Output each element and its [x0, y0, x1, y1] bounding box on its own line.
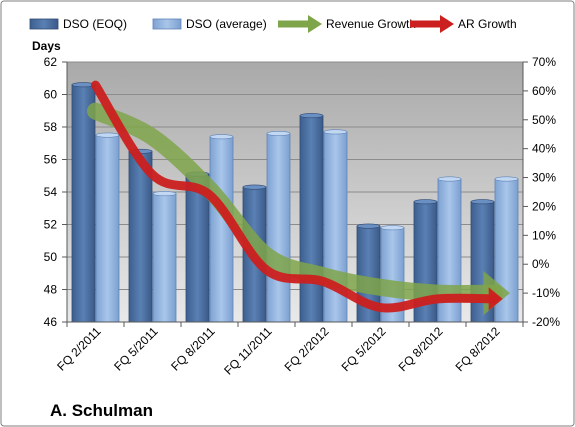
- y2-tick-label: -10%: [532, 286, 560, 300]
- bar-top: [209, 134, 234, 140]
- y-tick-label: 50: [44, 250, 58, 264]
- lines: [87, 80, 510, 316]
- bar-dso-average: [209, 136, 234, 323]
- y-tick-label: 54: [44, 185, 58, 199]
- line-ar-growth: [91, 80, 499, 313]
- bar-top: [494, 176, 519, 182]
- bar-top: [152, 191, 177, 197]
- y-tick-label: 58: [44, 120, 58, 134]
- y-tick-label: 48: [44, 283, 58, 297]
- bar-top: [266, 131, 291, 137]
- y2-tick-label: 40%: [532, 142, 556, 156]
- bar-dso-eoq: [299, 115, 324, 323]
- y-tick-label: 46: [44, 315, 58, 329]
- bar-top: [380, 225, 405, 231]
- y-tick-label: 52: [44, 218, 58, 232]
- y2-tick-label: 60%: [532, 84, 556, 98]
- y2-tick-label: 10%: [532, 228, 556, 242]
- bar-top: [323, 129, 348, 135]
- bar-top: [299, 113, 324, 119]
- bar-top: [95, 132, 120, 138]
- y2-tick-label: 20%: [532, 199, 556, 213]
- bar-dso-average: [266, 133, 291, 323]
- arrowhead-ar-growth: [488, 287, 503, 311]
- y2-tick-label: 50%: [532, 113, 556, 127]
- legend-arrow-icon: [440, 15, 454, 33]
- bar-top: [242, 184, 267, 190]
- bar-dso-eoq: [71, 84, 96, 323]
- bar-top: [470, 199, 495, 205]
- legend: DSO (EOQ) DSO (average) Revenue Growth AR G…: [29, 15, 517, 33]
- y2-tick-label: 30%: [532, 171, 556, 185]
- legend-label: AR Growth: [458, 17, 517, 31]
- legend-swatch-dso-average-: [152, 18, 182, 30]
- y-tick-label: 56: [44, 153, 58, 167]
- legend-label: Revenue Growth: [326, 17, 416, 31]
- bar-dso-average: [95, 134, 120, 323]
- company-name: A. Schulman: [50, 401, 153, 420]
- y-axis-title: Days: [32, 39, 61, 53]
- line-revenue-growth: [87, 102, 503, 303]
- legend-swatch-dso-eoq-: [29, 18, 59, 30]
- bar-top: [356, 223, 381, 229]
- bar-dso-average: [152, 193, 177, 323]
- y2-tick-label: 70%: [532, 55, 556, 69]
- legend-label: DSO (EOQ): [63, 17, 127, 31]
- y-tick-label: 60: [44, 88, 58, 102]
- bar-top: [437, 176, 462, 182]
- legend-arrow-icon: [308, 15, 322, 33]
- y-tick-label: 62: [44, 55, 58, 69]
- bar-top: [413, 199, 438, 205]
- y2-tick-label: -20%: [532, 315, 560, 329]
- y2-tick-label: 0%: [532, 257, 550, 271]
- legend-label: DSO (average): [186, 17, 267, 31]
